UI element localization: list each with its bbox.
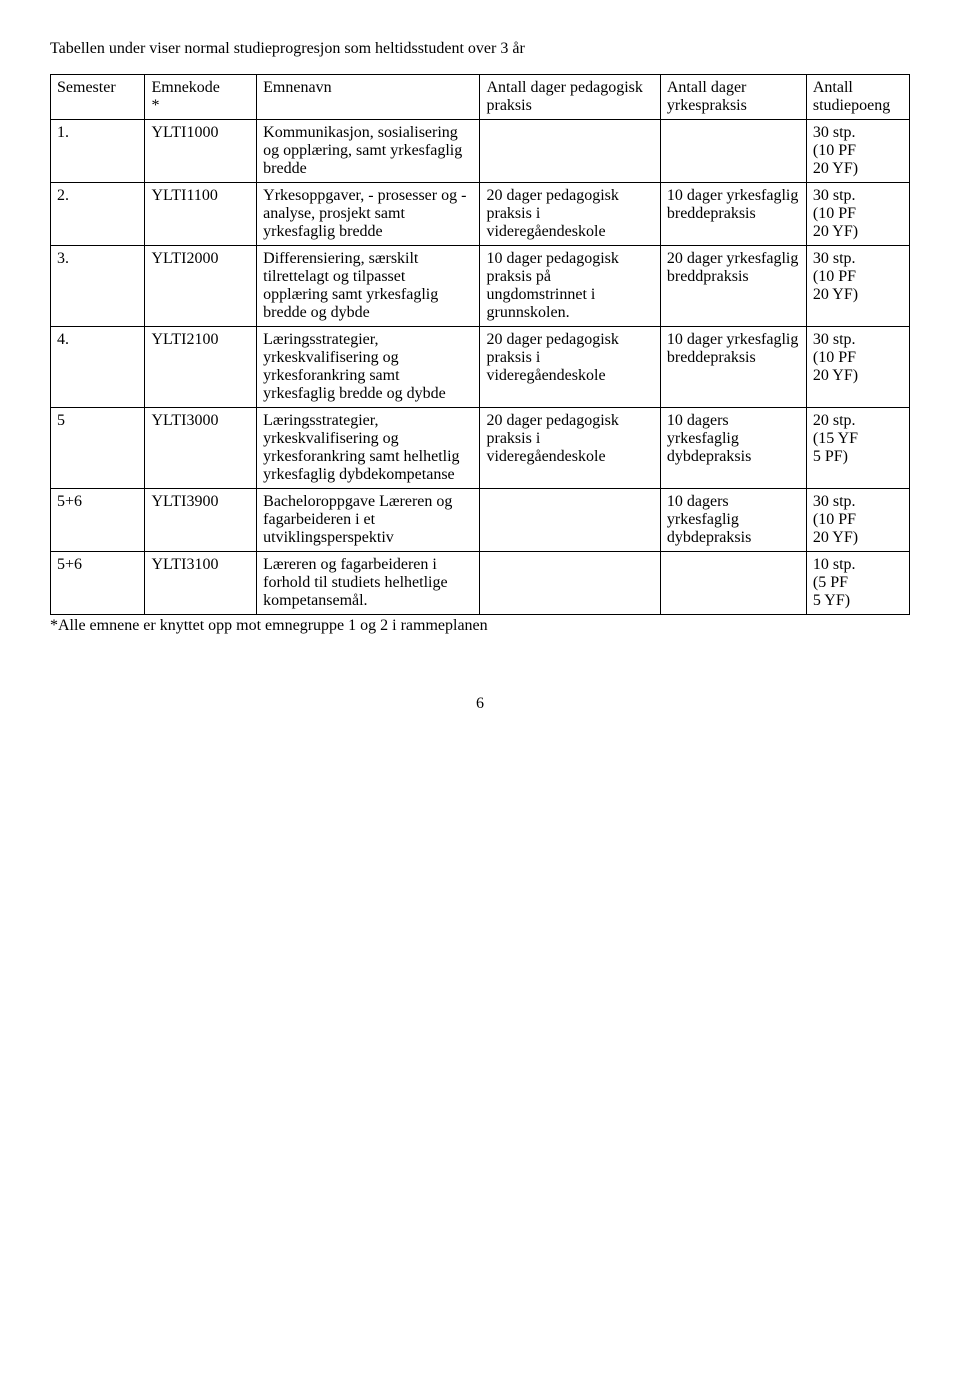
table-row: 5YLTI3000Læringsstrategier, yrkeskvalifi… — [51, 408, 910, 489]
cell-emnenavn: Differensiering, særskilt tilrettelagt o… — [257, 246, 480, 327]
table-row: 5+6YLTI3900Bacheloroppgave Læreren og fa… — [51, 489, 910, 552]
cell-semester: 4. — [51, 327, 145, 408]
cell-emnenavn: Kommunikasjon, sosialisering og opplærin… — [257, 120, 480, 183]
cell-stp: 30 stp.(10 PF20 YF) — [806, 120, 909, 183]
cell-emnenavn: Læringsstrategier, yrkeskvalifisering og… — [257, 408, 480, 489]
header-emnekode: Emnekode* — [145, 75, 257, 120]
cell-emnenavn: Læreren og fagarbeideren i forhold til s… — [257, 552, 480, 615]
table-row: 2.YLTI1100Yrkesoppgaver, - prosesser og … — [51, 183, 910, 246]
cell-emnekode: YLTI1000 — [145, 120, 257, 183]
table-row: 3.YLTI2000Differensiering, særskilt tilr… — [51, 246, 910, 327]
cell-emnekode: YLTI3000 — [145, 408, 257, 489]
cell-emnekode: YLTI1100 — [145, 183, 257, 246]
cell-ped: 20 dager pedagogisk praksis i videregåen… — [480, 408, 660, 489]
cell-semester: 5 — [51, 408, 145, 489]
header-antall-yrk: Antall dager yrkespraksis — [660, 75, 806, 120]
header-semester: Semester — [51, 75, 145, 120]
cell-emnenavn: Læringsstrategier, yrkeskvalifisering og… — [257, 327, 480, 408]
table-header-row: Semester Emnekode* Emnenavn Antall dager… — [51, 75, 910, 120]
intro-text: Tabellen under viser normal studieprogre… — [50, 40, 910, 58]
table-row: 1.YLTI1000Kommunikasjon, sosialisering o… — [51, 120, 910, 183]
cell-stp: 30 stp.(10 PF20 YF) — [806, 183, 909, 246]
cell-emnekode: YLTI2000 — [145, 246, 257, 327]
footnote-text: *Alle emnene er knyttet opp mot emnegrup… — [50, 617, 910, 635]
header-emnenavn: Emnenavn — [257, 75, 480, 120]
cell-semester: 5+6 — [51, 489, 145, 552]
cell-emnenavn: Yrkesoppgaver, - prosesser og -analyse, … — [257, 183, 480, 246]
cell-emnekode: YLTI2100 — [145, 327, 257, 408]
header-antall-stp: Antall studiepoeng — [806, 75, 909, 120]
cell-yrk — [660, 552, 806, 615]
cell-ped: 20 dager pedagogisk praksis i videregåen… — [480, 183, 660, 246]
cell-ped — [480, 120, 660, 183]
cell-stp: 30 stp.(10 PF20 YF) — [806, 246, 909, 327]
table-row: 4.YLTI2100Læringsstrategier, yrkeskvalif… — [51, 327, 910, 408]
page-number: 6 — [50, 695, 910, 713]
cell-semester: 3. — [51, 246, 145, 327]
cell-emnekode: YLTI3900 — [145, 489, 257, 552]
cell-ped: 10 dager pedagogisk praksis på ungdomstr… — [480, 246, 660, 327]
cell-stp: 30 stp. (10 PF20 YF) — [806, 489, 909, 552]
cell-yrk: 20 dager yrkesfaglig breddpraksis — [660, 246, 806, 327]
table-row: 5+6YLTI3100Læreren og fagarbeideren i fo… — [51, 552, 910, 615]
header-antall-ped: Antall dager pedagogisk praksis — [480, 75, 660, 120]
cell-yrk — [660, 120, 806, 183]
cell-emnekode: YLTI3100 — [145, 552, 257, 615]
cell-ped — [480, 489, 660, 552]
cell-emnenavn: Bacheloroppgave Læreren og fagarbeideren… — [257, 489, 480, 552]
cell-ped — [480, 552, 660, 615]
cell-stp: 30 stp. (10 PF20 YF) — [806, 327, 909, 408]
cell-semester: 5+6 — [51, 552, 145, 615]
cell-yrk: 10 dager yrkesfaglig breddepraksis — [660, 183, 806, 246]
progression-table: Semester Emnekode* Emnenavn Antall dager… — [50, 74, 910, 615]
cell-yrk: 10 dagers yrkesfaglig dybdepraksis — [660, 489, 806, 552]
cell-ped: 20 dager pedagogisk praksis i videregåen… — [480, 327, 660, 408]
cell-stp: 10 stp.(5 PF5 YF) — [806, 552, 909, 615]
cell-semester: 1. — [51, 120, 145, 183]
cell-semester: 2. — [51, 183, 145, 246]
cell-yrk: 10 dagers yrkesfaglig dybdepraksis — [660, 408, 806, 489]
table-body: 1.YLTI1000Kommunikasjon, sosialisering o… — [51, 120, 910, 615]
cell-stp: 20 stp.(15 YF5 PF) — [806, 408, 909, 489]
cell-yrk: 10 dager yrkesfaglig breddepraksis — [660, 327, 806, 408]
